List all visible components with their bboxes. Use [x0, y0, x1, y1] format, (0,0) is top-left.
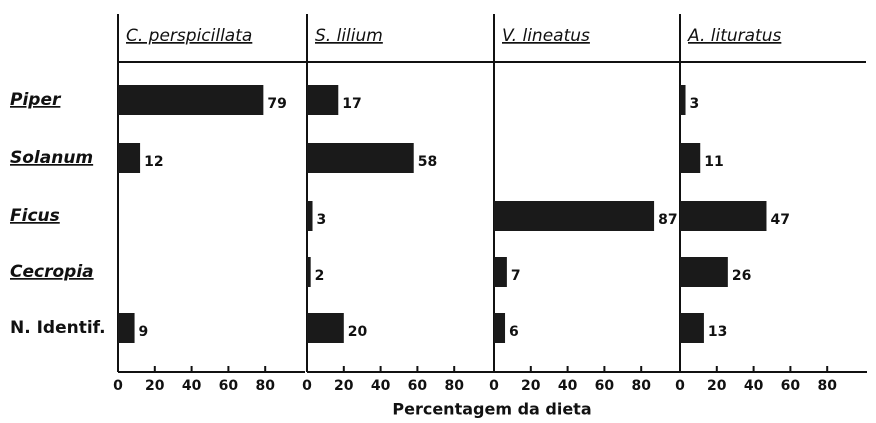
value-label: 47: [770, 212, 789, 228]
x-tick-label: 20: [521, 378, 541, 394]
bar: [307, 85, 339, 115]
bar: [307, 143, 414, 173]
bar: [118, 313, 135, 343]
x-axis-label: Percentagem da dieta: [392, 400, 591, 419]
bar: [680, 201, 767, 231]
value-label: 9: [139, 324, 149, 340]
bar: [494, 313, 506, 343]
category-label: Ficus: [10, 206, 60, 226]
bar: [680, 313, 704, 343]
value-label: 13: [708, 324, 727, 340]
x-tick-label: 20: [707, 378, 727, 394]
value-label: 12: [144, 154, 163, 170]
bar: [307, 201, 313, 231]
value-label: 11: [704, 154, 723, 170]
bar: [494, 201, 655, 231]
x-tick-label: 60: [781, 378, 801, 394]
x-tick-label: 20: [334, 378, 354, 394]
bar: [680, 85, 686, 115]
x-tick-label: 0: [113, 378, 123, 394]
bar: [680, 143, 701, 173]
x-tick-label: 40: [558, 378, 578, 394]
category-label: N. Identif.: [10, 318, 106, 338]
value-label: 87: [658, 212, 677, 228]
value-label: 3: [690, 96, 700, 112]
x-tick-label: 40: [182, 378, 202, 394]
value-label: 3: [317, 212, 327, 228]
bar: [307, 313, 344, 343]
x-tick-label: 40: [371, 378, 391, 394]
x-tick-label: 0: [302, 378, 312, 394]
panel-title: C. perspicillata: [126, 26, 252, 46]
x-tick-label: 40: [744, 378, 764, 394]
value-label: 7: [511, 268, 521, 284]
bar: [307, 257, 311, 287]
panel-title: V. lineatus: [502, 26, 590, 46]
x-tick-label: 80: [631, 378, 651, 394]
x-tick-label: 0: [489, 378, 499, 394]
x-tick-label: 60: [219, 378, 239, 394]
category-label: Piper: [10, 90, 62, 110]
x-tick-label: 0: [675, 378, 685, 394]
value-label: 2: [315, 268, 325, 284]
bar: [680, 257, 728, 287]
x-tick-label: 60: [595, 378, 615, 394]
value-label: 20: [348, 324, 368, 340]
value-label: 6: [509, 324, 519, 340]
category-label: Solanum: [10, 148, 93, 168]
bar: [494, 257, 507, 287]
bar: [118, 143, 141, 173]
panel-title: A. lituratus: [687, 26, 781, 46]
value-label: 17: [342, 96, 361, 112]
x-tick-label: 80: [255, 378, 275, 394]
x-tick-label: 80: [817, 378, 837, 394]
x-tick-label: 20: [145, 378, 165, 394]
x-tick-label: 80: [444, 378, 464, 394]
category-label: Cecropia: [10, 262, 94, 282]
value-label: 79: [267, 96, 286, 112]
value-label: 26: [732, 268, 751, 284]
value-label: 58: [418, 154, 437, 170]
bar: [118, 85, 264, 115]
x-tick-label: 60: [408, 378, 428, 394]
panel-title: S. lilium: [315, 26, 383, 46]
